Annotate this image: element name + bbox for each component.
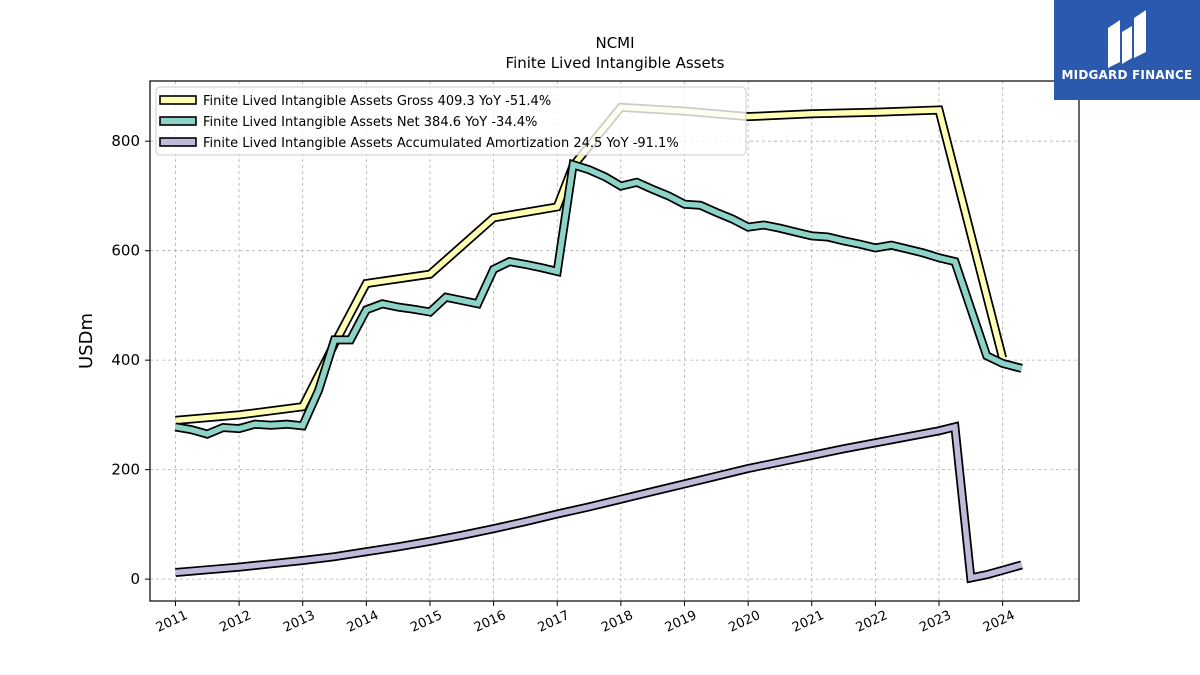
x-axis: 2011 2012 2013 2014 2015 2016 2017 2018 2019 2020… (154, 601, 1017, 636)
y-axis: 0 200 400 600 800 (111, 132, 150, 588)
x-tick-label: 2022 (854, 608, 890, 636)
y-tick-label: 800 (111, 132, 140, 150)
midgard-logo: MIDGARD FINANCE (1054, 0, 1200, 100)
x-tick-label: 2013 (281, 608, 317, 636)
x-tick-label: 2015 (408, 608, 444, 636)
x-tick-label: 2018 (599, 608, 635, 636)
x-tick-label: 2024 (981, 608, 1017, 636)
legend-box (155, 86, 747, 156)
plot-frame (149, 80, 1080, 602)
y-tick-label: 0 (130, 570, 140, 588)
legend-swatch-2 (159, 116, 197, 126)
x-tick-label: 2012 (217, 608, 253, 636)
chart-subtitle: Finite Lived Intangible Assets (506, 54, 725, 72)
legend-swatch-3 (159, 137, 197, 147)
x-tick-label: 2020 (726, 608, 762, 636)
x-tick-label: 2016 (472, 608, 508, 636)
x-tick-label: 2023 (917, 608, 953, 636)
series-layer (174, 102, 1023, 584)
x-tick-label: 2017 (536, 608, 572, 636)
legend-label-2: Finite Lived Intangible Assets Net 384.6… (203, 115, 537, 130)
midgard-logo-icon (1108, 10, 1146, 68)
y-axis-label: USDm (76, 313, 97, 369)
x-tick-label: 2019 (663, 608, 699, 636)
y-tick-label: 200 (111, 461, 140, 479)
legend: Finite Lived Intangible Assets Gross 409… (155, 86, 747, 156)
x-tick-label: 2011 (154, 608, 190, 636)
chart-title: NCMI (595, 34, 634, 52)
legend-swatch-1 (159, 95, 197, 105)
y-tick-label: 400 (111, 351, 140, 369)
series-line-3 (175, 423, 1023, 582)
legend-label-3: Finite Lived Intangible Assets Accumulat… (203, 136, 679, 151)
logo-text: MIDGARD FINANCE (1061, 68, 1193, 82)
y-tick-label: 600 (111, 242, 140, 260)
x-tick-label: 2014 (345, 608, 381, 636)
series-line-1 (175, 104, 1006, 424)
x-tick-label: 2021 (790, 608, 826, 636)
series-line-2 (175, 161, 1023, 438)
legend-label-1: Finite Lived Intangible Assets Gross 409… (203, 94, 551, 109)
grid-lines (150, 81, 1079, 601)
